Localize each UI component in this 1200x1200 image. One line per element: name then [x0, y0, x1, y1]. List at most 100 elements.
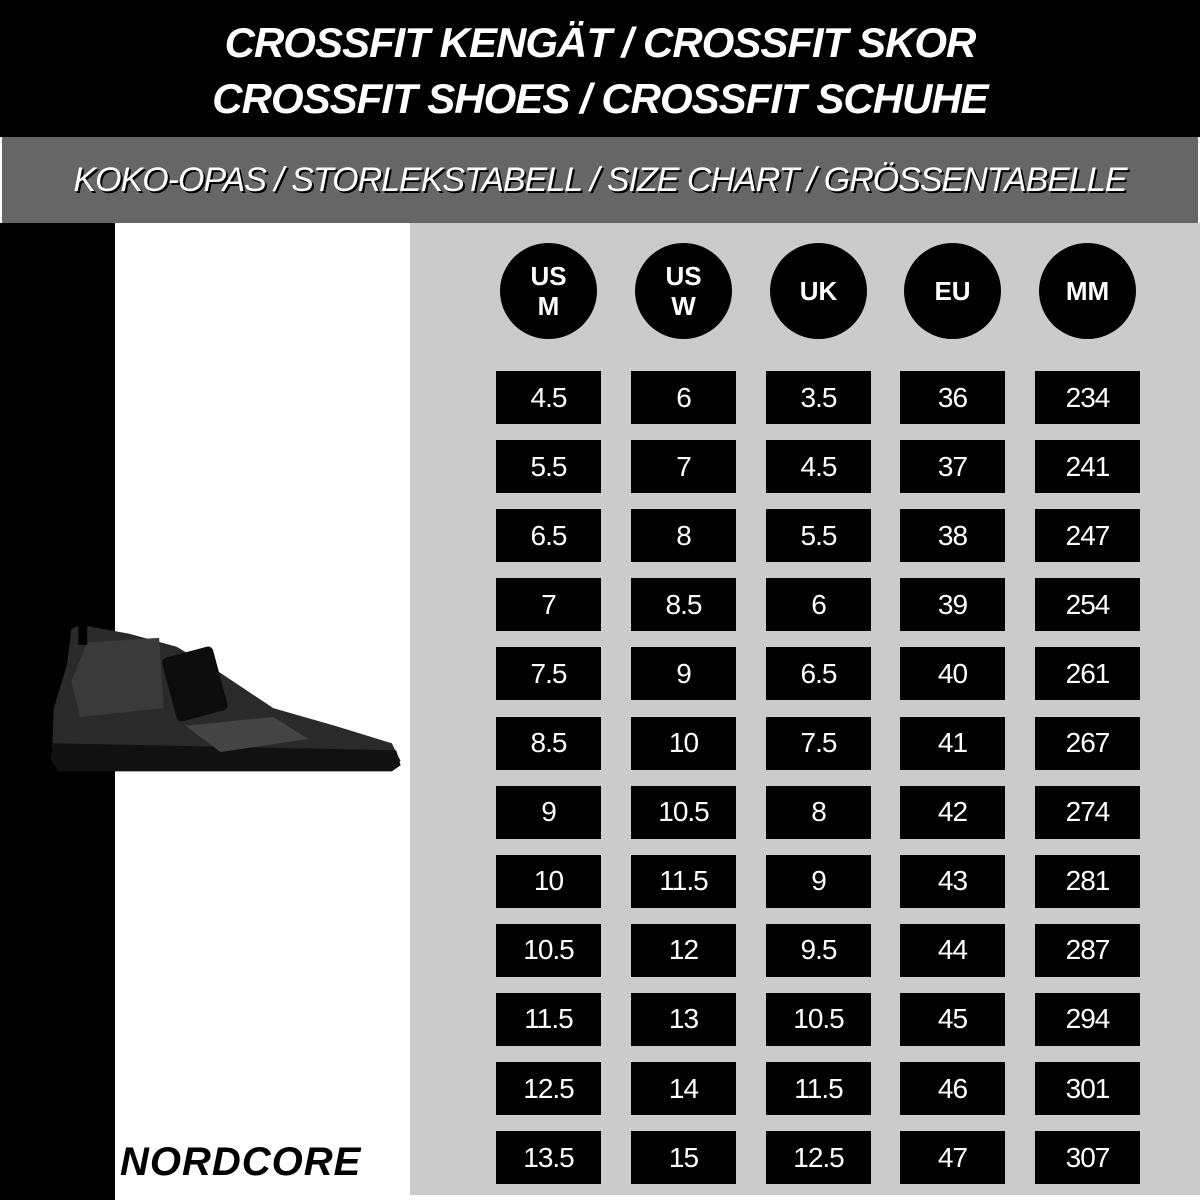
size-cell-mm: 274 [1035, 785, 1140, 839]
size-value: 294 [1065, 1003, 1111, 1035]
size-cell-us-m: 4.5 [496, 371, 601, 424]
size-cell-eu: 38 [900, 509, 1005, 563]
size-cell-eu: 46 [900, 1062, 1005, 1115]
size-value: 13 [668, 1003, 699, 1035]
size-value: 8 [811, 796, 827, 828]
size-value: 9 [811, 865, 827, 897]
size-value: 307 [1065, 1141, 1111, 1173]
size-cell-uk: 9 [766, 854, 871, 908]
size-cell-mm: 267 [1035, 716, 1140, 770]
size-cell-mm: 241 [1035, 440, 1140, 494]
shoe-image [50, 618, 401, 772]
column-header-eu: EU [904, 243, 1001, 339]
size-value: 6.5 [530, 519, 568, 551]
size-value: 301 [1065, 1072, 1111, 1104]
size-value: 10 [668, 727, 699, 758]
size-value: 43 [937, 865, 968, 897]
size-cell-us-w: 10.5 [631, 785, 736, 839]
size-cell-eu: 41 [900, 716, 1005, 770]
title-line-1: CROSSFIT KENGÄT / CROSSFIT SKOR [0, 16, 1200, 70]
size-value: 6 [811, 588, 827, 620]
size-cell-eu: 44 [900, 923, 1005, 977]
size-value: 8 [676, 519, 692, 551]
size-cell-uk: 6.5 [766, 647, 871, 701]
size-value: 47 [937, 1141, 968, 1173]
size-cell-uk: 10.5 [766, 992, 871, 1046]
size-value: 281 [1065, 865, 1111, 897]
size-cell-uk: 11.5 [766, 1062, 871, 1115]
size-cell-us-w: 7 [631, 440, 736, 494]
size-cell-us-m: 7 [496, 578, 601, 632]
size-cell-mm: 247 [1035, 509, 1140, 563]
size-value: 234 [1065, 381, 1111, 413]
size-value: 9.5 [800, 934, 838, 966]
size-value: 10.5 [523, 934, 574, 966]
column-header-text: US M [530, 261, 567, 321]
size-value: 11.5 [794, 1072, 843, 1104]
size-value: 39 [937, 588, 968, 620]
size-cell-eu: 47 [900, 1131, 1005, 1185]
size-value: 8.5 [530, 727, 568, 758]
size-cell-uk: 5.5 [766, 509, 871, 563]
size-cell-us-m: 11.5 [496, 992, 601, 1046]
size-value: 247 [1065, 519, 1111, 551]
size-cell-us-w: 15 [631, 1131, 736, 1185]
size-value: 4.5 [800, 450, 838, 482]
header: CROSSFIT KENGÄT / CROSSFIT SKOR CROSSFIT… [0, 0, 1200, 137]
size-cell-us-m: 6.5 [496, 509, 601, 563]
size-value: 12 [668, 934, 699, 966]
size-cell-eu: 36 [900, 371, 1005, 424]
size-cell-uk: 8 [766, 785, 871, 839]
brand-logo: NORDCORE [120, 1140, 361, 1185]
size-cell-uk: 7.5 [766, 716, 871, 770]
size-value: 10.5 [658, 796, 709, 828]
brand-logo-text: NORDCORE [120, 1140, 362, 1184]
size-cell-us-w: 8 [631, 509, 736, 563]
column-header-us-m: US M [500, 243, 597, 339]
size-cell-eu: 43 [900, 854, 1005, 908]
size-value: 36 [937, 381, 968, 413]
size-cell-us-w: 12 [631, 923, 736, 977]
size-cell-us-m: 7.5 [496, 647, 601, 701]
size-value: 5.5 [800, 519, 838, 551]
size-value: 44 [937, 934, 968, 966]
size-value: 9 [541, 796, 557, 828]
size-value: 9 [676, 657, 692, 689]
title-line-2: CROSSFIT SHOES / CROSSFIT SCHUHE [0, 72, 1200, 126]
size-value: 7 [676, 450, 692, 482]
column-header-uk: UK [770, 243, 867, 339]
size-cell-uk: 12.5 [766, 1131, 871, 1185]
size-cell-us-w: 6 [631, 371, 736, 424]
size-cell-us-w: 10 [631, 716, 736, 770]
size-value: 42 [937, 796, 968, 828]
size-cell-us-m: 12.5 [496, 1062, 601, 1115]
size-cell-uk: 4.5 [766, 440, 871, 494]
size-cell-eu: 40 [900, 647, 1005, 701]
size-value: 261 [1065, 657, 1111, 689]
column-header-text: EU [934, 276, 971, 306]
size-cell-us-m: 5.5 [496, 440, 601, 494]
size-value: 10.5 [793, 1003, 844, 1035]
subtitle-text: KOKO-OPAS / STORLEKSTABELL / SIZE CHART … [73, 161, 1127, 199]
size-value: 12.5 [793, 1141, 844, 1173]
size-value: 12.5 [523, 1072, 574, 1104]
size-cell-us-m: 9 [496, 785, 601, 839]
column-header-text: US W [665, 261, 702, 321]
size-value: 7.5 [800, 727, 838, 758]
size-cell-mm: 294 [1035, 992, 1140, 1046]
column-header-us-w: US W [635, 243, 732, 339]
size-cell-us-m: 10 [496, 854, 601, 908]
size-cell-us-m: 10.5 [496, 923, 601, 977]
size-cell-us-w: 8.5 [631, 578, 736, 632]
size-cell-uk: 3.5 [766, 371, 871, 424]
subtitle: KOKO-OPAS / STORLEKSTABELL / SIZE CHART … [2, 137, 1198, 223]
size-cell-us-w: 11.5 [631, 854, 736, 908]
size-value: 40 [937, 657, 968, 689]
column-header-mm: MM [1039, 243, 1136, 339]
size-value: 8.5 [665, 588, 703, 620]
size-cell-mm: 301 [1035, 1062, 1140, 1115]
size-value: 7.5 [530, 657, 568, 689]
size-value: 287 [1065, 934, 1111, 966]
size-value: 267 [1065, 727, 1111, 758]
size-cell-mm: 254 [1035, 578, 1140, 632]
